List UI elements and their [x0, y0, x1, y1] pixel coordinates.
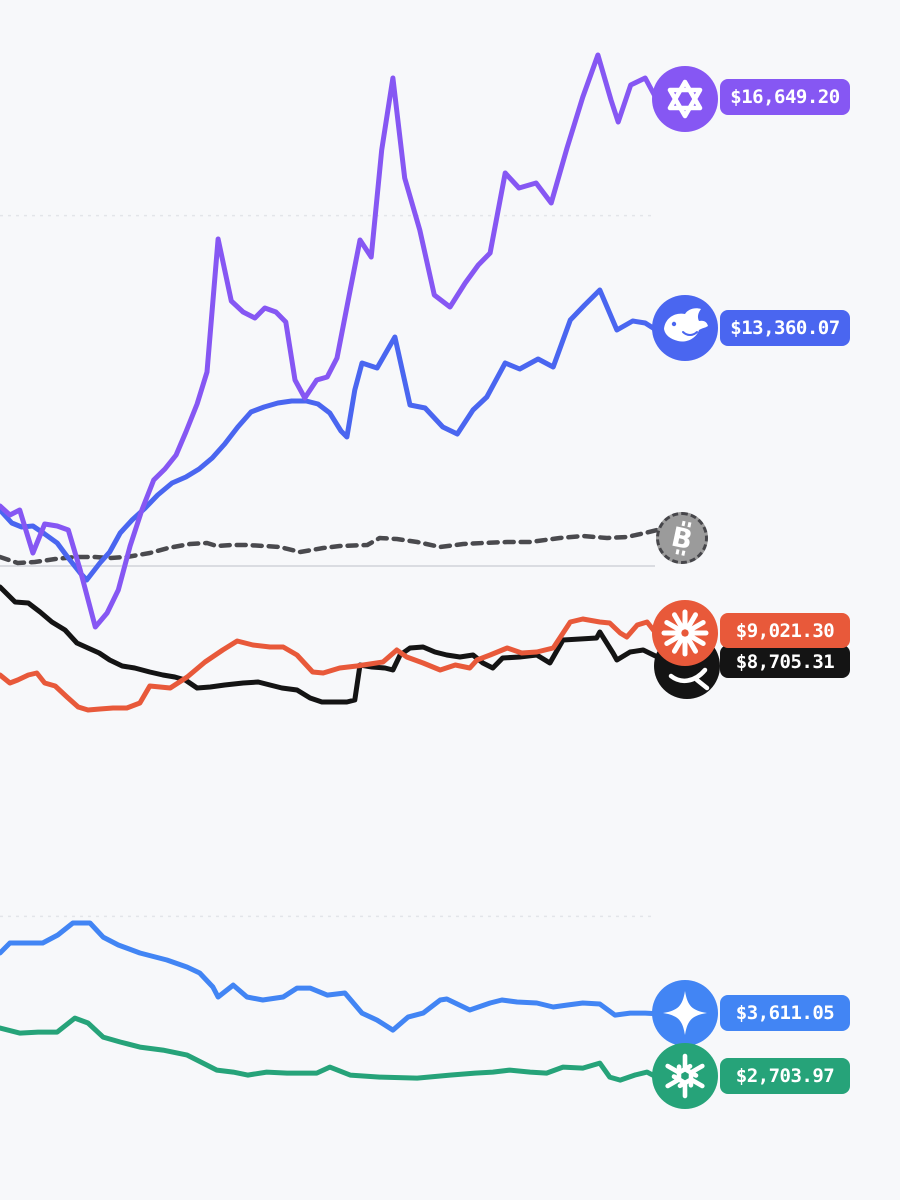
grok-line — [0, 584, 660, 705]
gemini-value-badge[interactable]: $3,611.05 — [720, 995, 850, 1031]
deepseek-line — [0, 287, 660, 583]
openai-value-badge[interactable]: $2,703.97 — [720, 1058, 850, 1094]
bitcoin-icon[interactable]: B — [656, 512, 708, 564]
claude-value-badge[interactable]: $9,021.30 — [720, 613, 850, 648]
claude-starburst-icon[interactable] — [652, 600, 718, 666]
openai-line — [0, 1015, 660, 1083]
deepseek-whale-icon[interactable] — [652, 295, 718, 361]
grok-value-badge[interactable]: $8,705.31 — [720, 645, 850, 678]
bitcoin-line — [0, 527, 660, 566]
qwen-logo-icon[interactable] — [652, 66, 718, 132]
openai-logo-icon[interactable] — [652, 1043, 718, 1109]
deepseek-value-badge[interactable]: $13,360.07 — [720, 310, 850, 346]
claude-line — [0, 616, 660, 713]
qwen-line — [0, 52, 660, 630]
svg-text:B: B — [668, 522, 695, 557]
gemini-sparkle-icon[interactable] — [652, 980, 718, 1046]
qwen-value-badge[interactable]: $16,649.20 — [720, 79, 850, 115]
gemini-line — [0, 920, 660, 1033]
